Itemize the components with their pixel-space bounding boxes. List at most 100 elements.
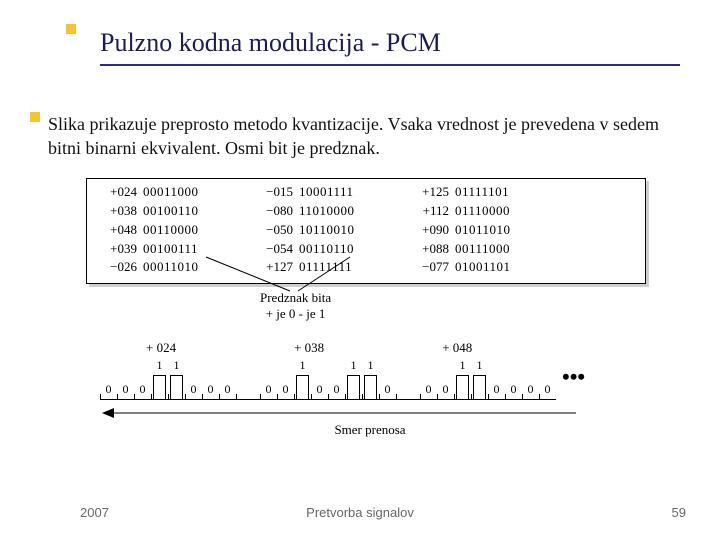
bit-cell: 0 [134,399,151,400]
bit-digit: 1 [151,358,168,373]
bit-cell: 1 [151,399,168,400]
sign-bit-label: Predznak bita + je 0 - je 1 [260,290,331,321]
cell-decimal: +039 [95,240,143,259]
cell-binary: 01111101 [455,183,535,202]
cell-binary: 01001101 [455,258,535,277]
bit-cell: 0 [379,399,396,400]
bit-digit: 0 [202,382,219,397]
cell-decimal: +125 [407,183,455,202]
bit-digit: 1 [294,358,311,373]
bit-cell: 0 [522,399,539,400]
bit-cell: 0 [488,399,505,400]
bit-cell: 0 [202,399,219,400]
cell-binary: 00100110 [143,202,223,221]
bit-cell: 1 [345,399,362,400]
bit-cell: 0 [539,399,556,400]
pulse-high [364,375,377,399]
bit-digit: 0 [488,382,505,397]
bit-cell: 0 [100,399,117,400]
accent-square [30,112,40,122]
quantization-table: +02400011000−01510001111+12501111101+038… [86,178,646,284]
cell-decimal: −080 [251,202,299,221]
bit-digit: 0 [260,382,277,397]
cell-binary: 01011010 [455,221,535,240]
bit-cell: 0 [277,399,294,400]
bit-digit: 0 [420,382,437,397]
bit-cell: 0 [437,399,454,400]
cell-decimal: −026 [95,258,143,277]
cell-decimal: +112 [407,202,455,221]
cell-decimal: +038 [95,202,143,221]
stream-group-label: + 024 [146,340,176,356]
cell-binary: 11010000 [299,202,379,221]
cell-binary: 10001111 [299,183,379,202]
bit-cell: 0 [420,399,437,400]
direction-arrow [100,406,640,420]
pointer-lines [200,255,360,295]
direction-label: Smer prenosa [100,422,640,438]
bit-digit: 1 [454,358,471,373]
sign-label-line2: + je 0 - je 1 [260,306,331,322]
cell-binary: 00011000 [143,183,223,202]
pulse-high [473,375,486,399]
bit-cell: 1 [471,399,488,400]
bit-cell: 1 [362,399,379,400]
bit-digit: 0 [117,382,134,397]
pulse-high [456,375,469,399]
cell-binary: 00111000 [455,240,535,259]
stream-gap [236,399,260,400]
bit-cell: 0 [185,399,202,400]
description-text: Slika prikazuje preprosto metodo kvantiz… [48,112,680,161]
page-title: Pulzno kodna modulacija - PCM [100,28,680,66]
bit-cell: 0 [505,399,522,400]
stream-gap [396,399,420,400]
stream-group-label: + 038 [294,340,324,356]
bit-digit: 0 [328,382,345,397]
cell-binary: 01110000 [455,202,535,221]
cell-decimal: −077 [407,258,455,277]
bit-digit: 1 [345,358,362,373]
bit-digit: 0 [505,382,522,397]
pulse-high [296,375,309,399]
stream-group-label: + 048 [442,340,472,356]
bit-stream-row: 000110000010011000110000••• [100,358,640,400]
bit-digit: 0 [134,382,151,397]
bit-digit: 1 [168,358,185,373]
cell-decimal: +088 [407,240,455,259]
bit-cell: 1 [294,399,311,400]
bit-cell: 0 [260,399,277,400]
cell-decimal: +048 [95,221,143,240]
footer-page-number: 59 [672,505,686,520]
bit-digit: 0 [185,382,202,397]
bit-digit: 0 [100,382,117,397]
bit-cell: 0 [219,399,236,400]
accent-square [66,24,76,34]
sign-label-line1: Predznak bita [260,290,331,306]
cell-decimal: −050 [251,221,299,240]
bit-cell: 1 [168,399,185,400]
bit-cell: 0 [311,399,328,400]
bit-digit: 1 [362,358,379,373]
table-row: −02600011010+12701111111−07701001101 [95,258,637,277]
bit-cell: 0 [328,399,345,400]
stream-value-labels: + 024 + 038 + 048 [146,340,640,356]
cell-decimal: +090 [407,221,455,240]
ellipsis-icon: ••• [562,364,585,394]
cell-decimal: +024 [95,183,143,202]
table-row: +03800100110 −08011010000 +11201110000 [95,202,637,221]
cell-binary: 00110000 [143,221,223,240]
cell-decimal: −015 [251,183,299,202]
bit-digit: 0 [219,382,236,397]
table-row: +03900100111−05400110110+08800111000 [95,240,637,259]
footer-center: Pretvorba signalov [0,505,720,520]
bit-digit: 1 [471,358,488,373]
pulse-high [170,375,183,399]
bit-stream-figure: + 024+ 038+ 048 000110000010011000110000… [100,340,640,438]
bit-cell: 0 [117,399,134,400]
bit-digit: 0 [522,382,539,397]
cell-binary: 10110010 [299,221,379,240]
bit-digit: 0 [277,382,294,397]
pulse-high [347,375,360,399]
table-row: +02400011000 −01510001111 +12501111101 [95,183,637,202]
bit-digit: 0 [539,382,556,397]
